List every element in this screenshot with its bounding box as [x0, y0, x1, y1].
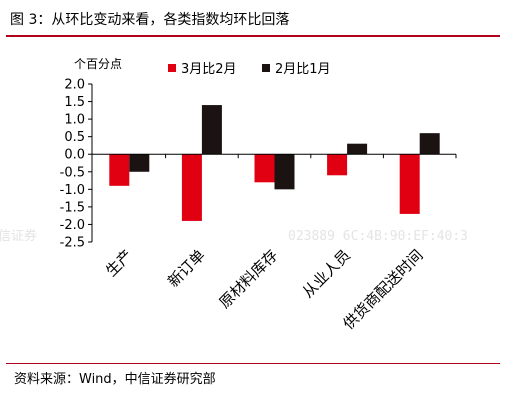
y-tick-label: 2.0 [64, 78, 85, 93]
bar-mar-vs-feb-4 [399, 154, 420, 214]
x-tick-label: 从业人员 [299, 246, 354, 301]
y-tick-label: 0.5 [64, 130, 85, 145]
y-axis: -2.5 -2.0 -1.5 -1.0 -0.5 0.0 0.5 1.0 1.5 2.0 [60, 78, 93, 251]
y-tick-label: -0.5 [60, 165, 85, 180]
y-tick-label: 1.0 [64, 113, 85, 128]
y-tick-label: -2.0 [60, 218, 85, 233]
legend-label: 3月比2月 [181, 62, 237, 77]
bars [109, 105, 440, 221]
watermark: 信证券 023889 6C:4B:90:EF:40:3 [0, 228, 468, 244]
legend-swatch [168, 64, 176, 72]
bar-feb-vs-jan-2 [274, 154, 295, 190]
bar-mar-vs-feb-0 [109, 154, 130, 186]
legend-label: 2月比1月 [275, 62, 331, 77]
watermark-right-text: 023889 6C:4B:90:EF:40:3 [288, 229, 468, 244]
source-divider [6, 363, 500, 364]
x-tick-label: 生产 [102, 246, 136, 280]
y-tick-label: -2.5 [60, 236, 85, 251]
y-tick-label: -1.5 [60, 200, 85, 215]
y-axis-label: 个百分点 [74, 57, 122, 71]
watermark-left-text: 信证券 [0, 228, 37, 244]
bar-chart: 信证券 023889 6C:4B:90:EF:40:3 个百分点 3月比2月 2月… [0, 57, 468, 333]
bar-mar-vs-feb-1 [181, 154, 202, 221]
title-divider [6, 35, 500, 37]
y-tick-label: -1.0 [60, 183, 85, 198]
bar-feb-vs-jan-1 [201, 105, 222, 155]
x-tick-label: 原材料库存 [216, 246, 282, 312]
y-tick-label: 0.0 [64, 148, 85, 163]
source-note: 资料来源：Wind，中信证券研究部 [14, 372, 216, 387]
bar-mar-vs-feb-2 [254, 154, 275, 183]
zero-axis [92, 153, 457, 159]
bar-mar-vs-feb-3 [327, 154, 348, 176]
x-tick-label: 新订单 [164, 246, 209, 291]
bar-feb-vs-jan-4 [419, 133, 440, 155]
chart-legend: 3月比2月 2月比1月 [168, 62, 331, 77]
bar-feb-vs-jan-3 [347, 143, 368, 155]
figure-title: 图 3：从环比变动来看，各类指数均环比回落 [10, 12, 290, 28]
bar-feb-vs-jan-0 [129, 154, 150, 172]
y-tick-label: 1.5 [64, 95, 85, 110]
legend-swatch [262, 64, 270, 72]
